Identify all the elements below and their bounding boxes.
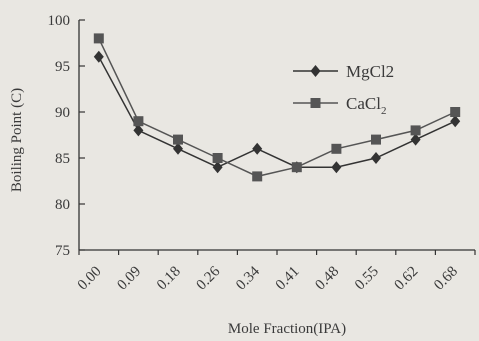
y-tick-label-85: 85 — [55, 151, 70, 167]
x-tick-label-7: 0.55 — [352, 264, 382, 294]
x-axis-title: Mole Fraction(IPA) — [228, 321, 346, 337]
x-tick-label-5: 0.41 — [273, 264, 303, 294]
data-point-cacl2-5 — [291, 162, 302, 173]
x-tick-label-8: 0.62 — [392, 264, 422, 294]
chart-axes — [78, 19, 476, 255]
legend-marker-mgcl2 — [310, 65, 321, 77]
legend-label-cacl2: CaCl2 — [346, 94, 386, 117]
x-tick-label-3: 0.26 — [194, 263, 224, 293]
data-point-cacl2-4 — [252, 171, 263, 182]
data-point-mgcl2-2 — [173, 142, 183, 155]
data-point-mgcl2-7 — [371, 152, 381, 164]
legend-label-cacl2-sub: 2 — [381, 105, 387, 117]
data-point-cacl2-2 — [173, 134, 183, 145]
data-point-cacl2-3 — [212, 153, 223, 163]
y-tick-label-90: 90 — [55, 105, 70, 121]
data-point-mgcl2-4 — [252, 142, 263, 155]
data-point-cacl2-6 — [331, 143, 342, 154]
x-tick-label-6: 0.48 — [312, 264, 342, 294]
y-tick-label-80: 80 — [55, 197, 70, 213]
data-point-mgcl2-8 — [410, 133, 421, 146]
data-point-cacl2-1 — [133, 116, 144, 127]
data-point-mgcl2-0 — [93, 50, 104, 63]
series-line-mgcl2 — [98, 56, 456, 169]
legend-label-mgcl2: MgCl2 — [346, 62, 394, 81]
legend-label-cacl2-main: CaCl — [346, 94, 381, 113]
x-tick-label-0: 0.00 — [75, 264, 105, 294]
y-axis-title: Boiling Point (C) — [9, 88, 25, 192]
data-point-mgcl2-9 — [450, 115, 461, 128]
x-tick-label-4: 0.34 — [233, 263, 263, 293]
x-tick-label-1: 0.09 — [114, 264, 144, 294]
data-point-cacl2-0 — [93, 33, 104, 44]
data-point-cacl2-8 — [410, 125, 421, 136]
data-point-mgcl2-3 — [212, 161, 223, 174]
legend-marker-cacl2 — [310, 98, 321, 108]
chart-labels: 75 80 85 90 95 100 0.00 0.09 0.18 0.26 0.34 0.41 0.4… — [48, 13, 462, 293]
series-line-cacl2 — [98, 38, 456, 178]
chart-series — [93, 33, 461, 182]
y-tick-label-75: 75 — [55, 243, 70, 259]
data-point-cacl2-7 — [371, 134, 381, 145]
data-point-mgcl2-1 — [133, 124, 144, 137]
x-tick-label-9: 0.68 — [431, 264, 461, 294]
data-point-cacl2-9 — [450, 107, 461, 117]
y-tick-label-95: 95 — [55, 59, 70, 75]
y-tick-label-100: 100 — [48, 13, 71, 29]
data-point-mgcl2-6 — [331, 161, 342, 174]
legend: MgCl2 CaCl2 — [293, 62, 394, 117]
x-tick-label-2: 0.18 — [154, 264, 184, 294]
